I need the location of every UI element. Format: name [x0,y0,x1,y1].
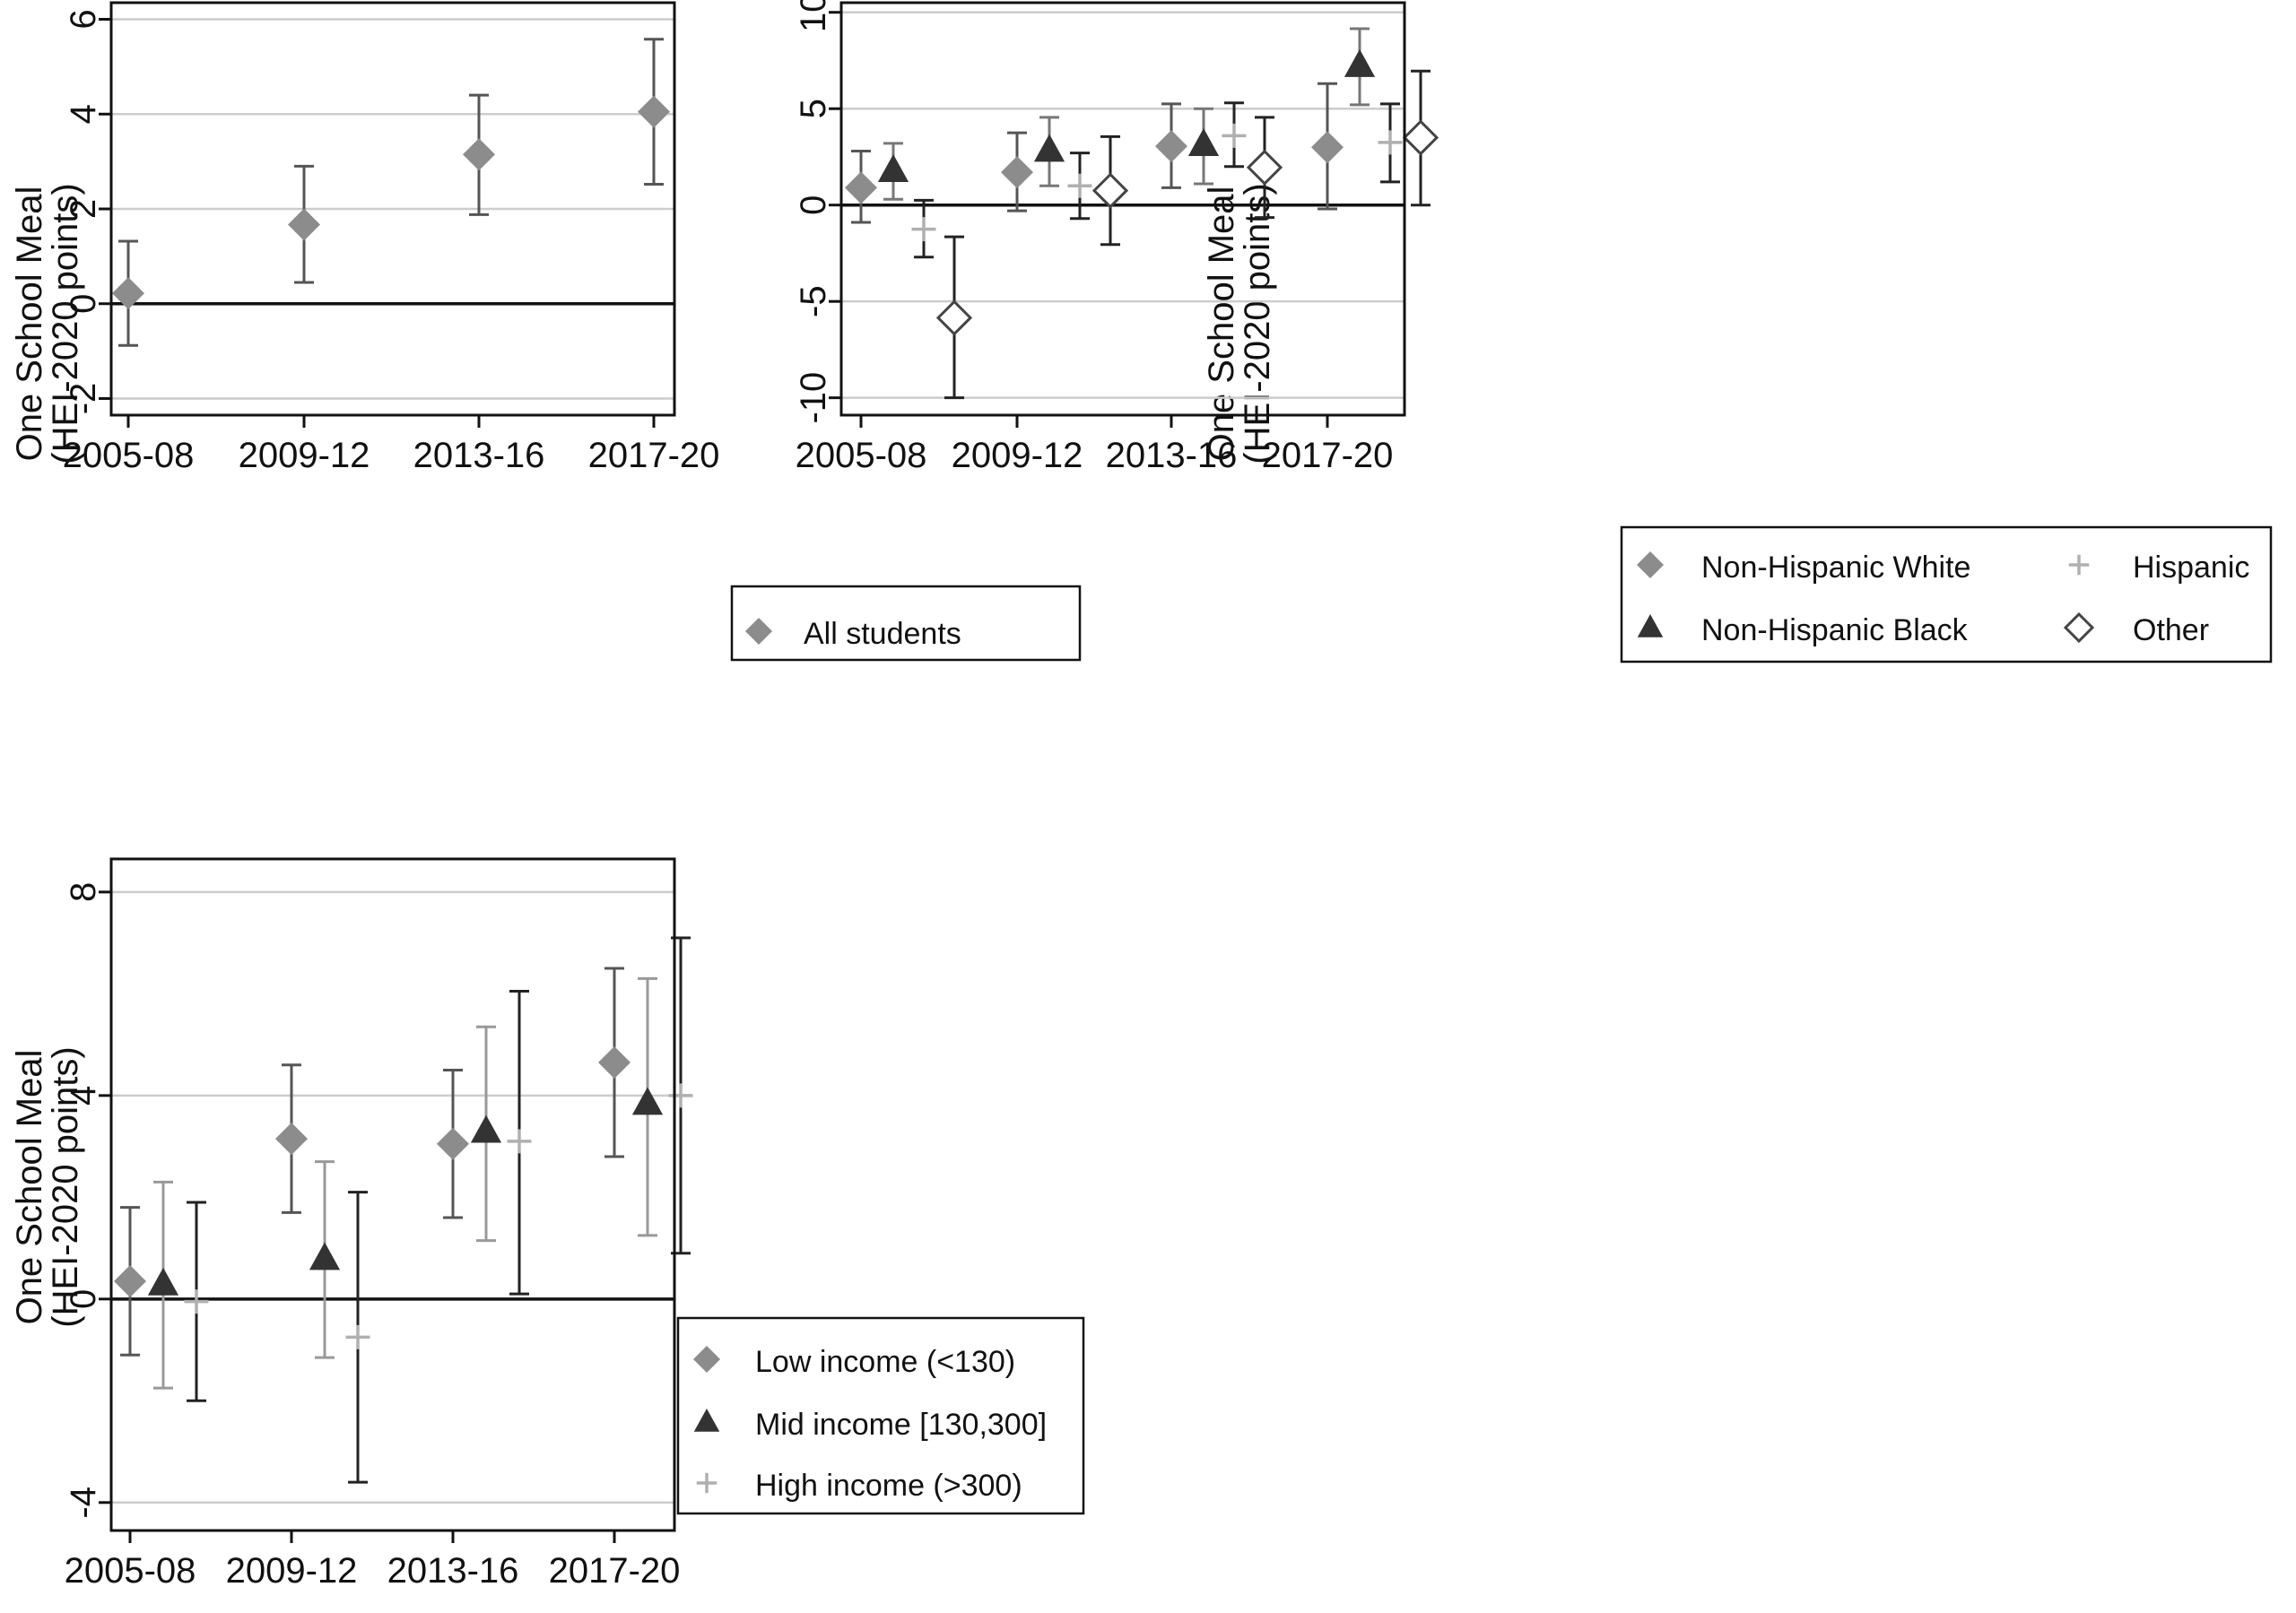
data-point [112,277,144,310]
data-point [598,1045,631,1079]
legend-box [730,585,1082,662]
legend-label: All students [804,617,961,651]
y-tick-label: 0 [794,195,833,215]
legend-marker [745,618,772,645]
data-point [437,1127,469,1160]
data-point [935,299,973,336]
panel2-plot-area: -10 -5 0 5 10 2005-08 2009-12 2013-16 2017-20 Non… [794,0,2273,663]
data-point [1187,127,1220,156]
data-point [1033,134,1065,162]
x-tick-label: 2017-20 [588,436,720,475]
legend-label: Low income (<130) [755,1345,1015,1379]
legend-label: Other [2133,613,2209,647]
data-point [309,1242,341,1270]
legend-box [1620,525,2273,663]
panel1-ylabel-line2: (HEI-2020 points) [46,183,85,464]
x-tick-label: 2009-12 [952,436,1083,475]
y-tick-label: -2 [64,383,103,415]
x-tick-label: 2005-08 [796,436,927,475]
panel2-ylabel-line1: One School Meal [1202,186,1241,462]
data-point [1067,173,1092,198]
y-tick-label: 6 [64,9,103,29]
y-tick-label: 0 [64,294,103,314]
x-tick-label: 2005-08 [65,1551,196,1591]
data-point [911,217,936,242]
y-tick-label: -4 [64,1487,103,1519]
plot-frame [109,857,676,1532]
legend-marker [1637,551,1664,578]
panel-all-students: One School Meal (HEI-2020 points) -2 0 2 4 6… [10,1,1082,662]
legend-marker [1637,614,1664,637]
panel3-ylabel-line1: One School Meal [10,1050,49,1325]
data-point [1402,119,1439,156]
data-point [114,1264,146,1297]
data-point [668,1083,693,1108]
data-point [1378,130,1403,155]
x-tick-label: 2013-16 [1106,436,1238,475]
legend-label: High income (>300) [755,1469,1022,1503]
data-point [1311,131,1344,164]
legend: All students [730,585,1082,662]
panel3-ylabel-line2: (HEI-2020 points) [46,1046,85,1327]
data-point [275,1123,308,1156]
y-tick-label: 2 [64,199,103,219]
legend-marker [693,1409,720,1432]
panel3-plot-area: -4 0 4 8 2005-08 2009-12 2013-16 2017-20 Low inc… [64,857,1085,1591]
legend-marker [2068,554,2090,576]
legend-marker [2063,611,2095,644]
legend-label: Non-Hispanic Black [1701,613,1969,647]
plot-frame [839,1,1406,417]
legend: Low income (<130) Mid income [130,300] Hig… [676,1316,1085,1515]
y-tick-label: 0 [64,1289,103,1309]
data-point [1155,130,1187,163]
data-point [288,208,320,241]
panel-race-ethnicity: One School Meal (HEI-2020 points) -10 -5 0… [794,0,2273,663]
data-point [631,1087,664,1115]
legend-label: Non-Hispanic White [1701,551,1970,585]
y-tick-label: -10 [794,372,833,424]
data-point [1001,156,1033,189]
data-point [345,1324,370,1349]
legend: Non-Hispanic White Non-Hispanic Black Hisp… [1620,525,2273,663]
panel-income: One School Meal (HEI-2020 points) -4 0 4 8 2… [10,857,1085,1591]
data-point [507,1129,532,1154]
panel1-ylabel-line1: One School Meal [10,186,49,462]
data-point [463,138,495,171]
legend-marker [693,1346,720,1373]
panel2-ylabel-line2: (HEI-2020 points) [1238,183,1277,464]
y-tick-label: 4 [64,1086,103,1106]
data-point [1344,48,1376,77]
x-tick-label: 2005-08 [63,436,195,475]
data-point [470,1114,502,1143]
x-tick-label: 2013-16 [413,436,545,475]
data-point [1222,123,1247,148]
x-tick-label: 2017-20 [1262,436,1394,475]
data-point [877,154,909,182]
legend-marker [696,1472,718,1494]
x-tick-label: 2009-12 [226,1551,358,1591]
data-point [1091,172,1129,209]
y-tick-label: 4 [64,104,103,124]
y-tick-label: 8 [64,882,103,902]
data-point [845,171,877,204]
data-point [1246,149,1283,186]
y-tick-label: -5 [794,285,833,317]
panel1-plot-area: -2 0 2 4 6 2005-08 2009-12 2013-16 2017-20 All st… [63,1,1082,662]
x-tick-label: 2017-20 [549,1551,681,1591]
legend-label: Hispanic [2133,551,2249,585]
legend-box [676,1316,1085,1515]
x-tick-label: 2009-12 [239,436,370,475]
data-point [184,1289,209,1314]
y-tick-label: 5 [794,99,833,118]
legend-label: Mid income [130,300] [755,1408,1047,1442]
y-tick-label: 10 [794,0,833,32]
data-point [638,95,670,128]
x-tick-label: 2013-16 [387,1551,519,1591]
data-point [147,1267,179,1296]
